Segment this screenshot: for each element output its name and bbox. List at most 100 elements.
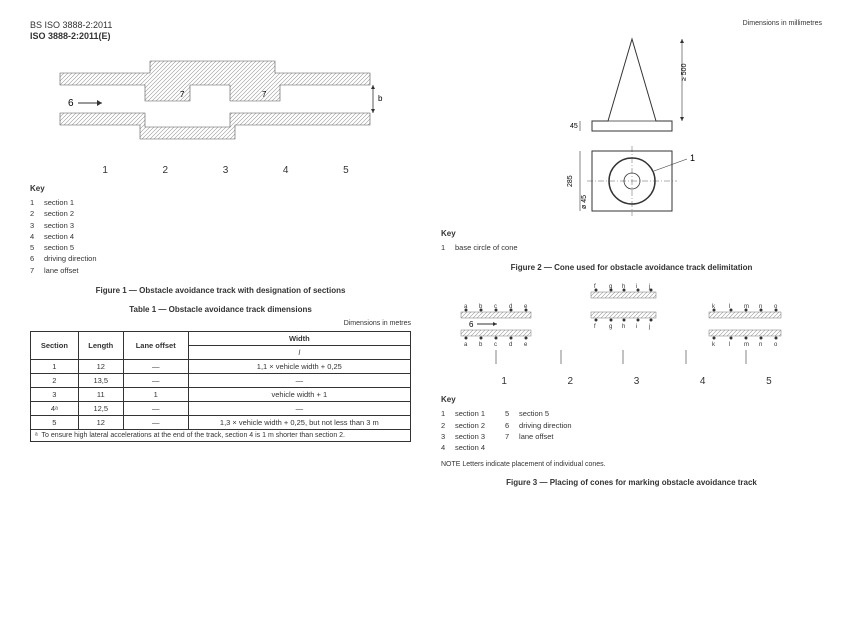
left-column: BS ISO 3888-2:2011 ISO 3888-2:2011(E) 6 <box>0 0 431 638</box>
key-item: 5section 5 <box>505 408 572 419</box>
svg-text:j: j <box>648 284 650 290</box>
dims-metres: Dimensions in metres <box>30 320 411 327</box>
svg-text:7: 7 <box>262 90 267 99</box>
table-row: 512—1,3 × vehicle width + 0,25, but not … <box>31 415 411 429</box>
svg-text:l: l <box>729 304 730 310</box>
key-item: 6driving direction <box>505 420 572 431</box>
svg-text:b: b <box>479 304 483 310</box>
svg-text:7: 7 <box>180 90 185 99</box>
table1-caption: Table 1 — Obstacle avoidance track dimen… <box>30 305 411 314</box>
figure3-note: NOTE Letters indicate placement of indiv… <box>441 461 822 468</box>
svg-text:b: b <box>479 342 483 348</box>
figure2-key-title: Key <box>441 229 822 238</box>
sec-label: 2 <box>568 376 574 387</box>
th-length: Length <box>78 331 123 359</box>
figure3-svg: fghij abcde abcde fghij klmno klmno 6 <box>441 282 801 372</box>
svg-text:i: i <box>636 284 637 290</box>
key-item: 4section 4 <box>441 442 485 453</box>
table1: Section Length Lane offset Width l 112—1… <box>30 331 411 442</box>
figure1-caption: Figure 1 — Obstacle avoidance track with… <box>30 286 411 295</box>
svg-text:c: c <box>494 342 497 348</box>
key-item: 1section 1 <box>30 197 411 208</box>
figure2-caption: Figure 2 — Cone used for obstacle avoida… <box>441 263 822 272</box>
th-section: Section <box>31 331 79 359</box>
svg-text:o: o <box>774 342 778 348</box>
svg-text:m: m <box>744 304 749 310</box>
figure3-caption: Figure 3 — Placing of cones for marking … <box>441 478 822 487</box>
figure3-key-title: Key <box>441 395 822 404</box>
table-row: 4ᵃ12,5—— <box>31 401 411 415</box>
svg-text:m: m <box>744 342 749 348</box>
figure1-svg: 6 7 7 b <box>30 51 390 161</box>
standard-ref-2: ISO 3888-2:2011(E) <box>30 31 411 41</box>
dim-baseh: 45 <box>570 123 578 130</box>
svg-text:6: 6 <box>68 98 74 109</box>
th-offset: Lane offset <box>123 331 188 359</box>
sec-label: 1 <box>102 165 108 176</box>
sec-label: 5 <box>766 376 772 387</box>
sec-label: 4 <box>700 376 706 387</box>
svg-text:h: h <box>622 324 625 330</box>
svg-text:e: e <box>524 342 528 348</box>
svg-text:k: k <box>712 342 716 348</box>
svg-text:6: 6 <box>469 320 474 329</box>
key-item: 1section 1 <box>441 408 485 419</box>
sec-label: 1 <box>501 376 507 387</box>
svg-text:b: b <box>378 94 383 103</box>
sec-label: 4 <box>283 165 289 176</box>
page: BS ISO 3888-2:2011 ISO 3888-2:2011(E) 6 <box>0 0 852 638</box>
figure3: fghij abcde abcde fghij klmno klmno 6 <box>441 282 822 387</box>
sec-label: 3 <box>223 165 229 176</box>
svg-text:f: f <box>594 324 596 330</box>
figure2-key: 1base circle of cone <box>441 242 822 253</box>
svg-text:n: n <box>759 304 762 310</box>
table-row: 213,5—— <box>31 373 411 387</box>
svg-text:l: l <box>729 342 730 348</box>
sec-label: 2 <box>163 165 169 176</box>
key-item: 3section 3 <box>441 431 485 442</box>
table-row: 3111vehicle width + 1 <box>31 387 411 401</box>
table-header-row: Section Length Lane offset Width <box>31 331 411 345</box>
key-item: 5section 5 <box>30 242 411 253</box>
dims-mm: Dimensions in millimetres <box>441 20 822 27</box>
key-item: 7lane offset <box>505 431 572 442</box>
standard-ref-1: BS ISO 3888-2:2011 <box>30 20 411 30</box>
figure2-svg: ≥ 500 45 1 285 ø 45 <box>532 31 732 221</box>
svg-text:a: a <box>464 304 468 310</box>
svg-text:d: d <box>509 342 512 348</box>
key-item: 1base circle of cone <box>441 242 822 253</box>
key-item: 3section 3 <box>30 220 411 231</box>
figure1-key: 1section 1 2section 2 3section 3 4sectio… <box>30 197 411 276</box>
table-row: 112—1,1 × vehicle width + 0,25 <box>31 359 411 373</box>
figure3-section-labels: 1 2 3 4 5 <box>441 376 822 387</box>
svg-text:k: k <box>712 304 716 310</box>
sec-label: 3 <box>634 376 640 387</box>
svg-text:h: h <box>622 284 625 290</box>
th-width-sub: l <box>188 345 410 359</box>
dim-basew: 285 <box>567 175 574 187</box>
svg-text:c: c <box>494 304 497 310</box>
key-item: 6driving direction <box>30 253 411 264</box>
svg-text:a: a <box>464 342 468 348</box>
svg-text:j: j <box>648 324 650 330</box>
key-item: 2section 2 <box>30 208 411 219</box>
svg-text:i: i <box>636 324 637 330</box>
svg-text:g: g <box>609 324 612 330</box>
right-column: Dimensions in millimetres ≥ 500 45 <box>431 0 852 638</box>
th-width: Width <box>188 331 410 345</box>
key-item: 4section 4 <box>30 231 411 242</box>
svg-text:d: d <box>509 304 512 310</box>
svg-text:g: g <box>609 284 612 290</box>
figure1-section-labels: 1 2 3 4 5 <box>30 165 411 176</box>
key-item: 2section 2 <box>441 420 485 431</box>
table-footnote: ᵃ To ensure high lateral accelerations a… <box>31 429 411 441</box>
svg-text:o: o <box>774 304 778 310</box>
svg-text:e: e <box>524 304 528 310</box>
figure1: 6 7 7 b 1 2 3 4 5 <box>30 51 411 176</box>
sec-label: 5 <box>343 165 349 176</box>
key-item: 7lane offset <box>30 265 411 276</box>
dim-circle: ø 45 <box>581 195 588 209</box>
svg-text:n: n <box>759 342 762 348</box>
ref1: 1 <box>690 153 695 163</box>
figure1-key-title: Key <box>30 184 411 193</box>
